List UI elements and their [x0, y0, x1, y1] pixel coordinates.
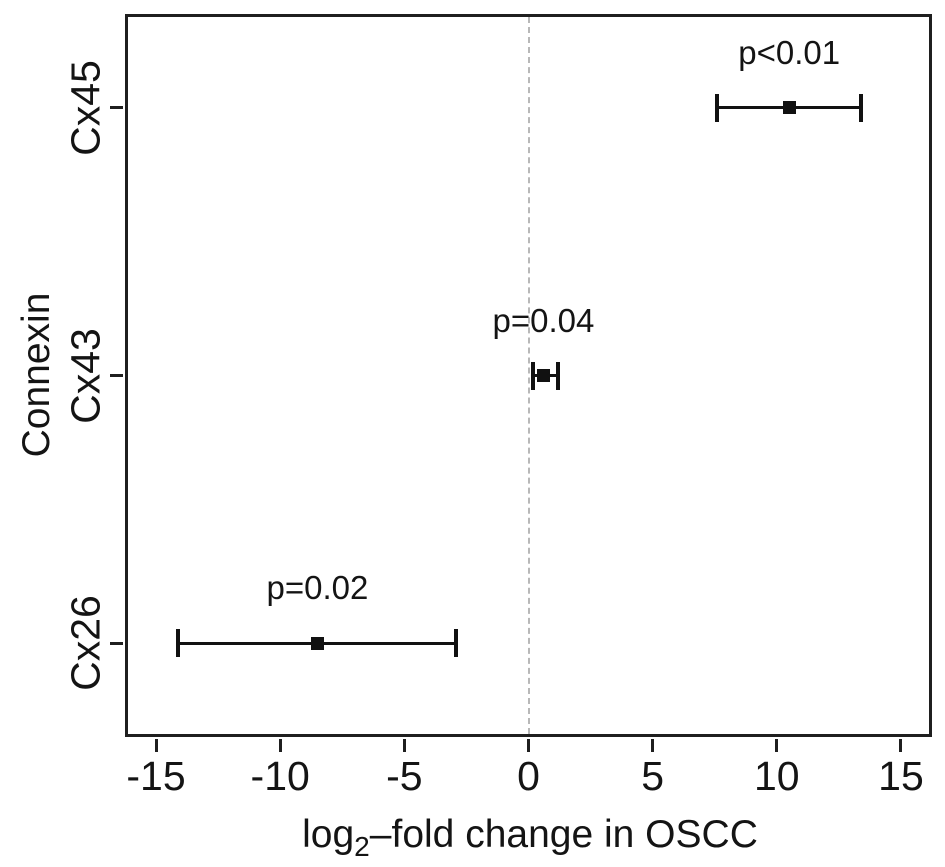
estimate-marker [536, 369, 550, 382]
x-axis-tick-label: -15 [126, 753, 186, 799]
x-axis-title-prefix: log [302, 813, 355, 856]
estimate-marker [782, 101, 796, 115]
error-bar-cap-right [454, 629, 459, 658]
error-bar-cap-right [556, 361, 561, 390]
x-axis-tick [278, 739, 282, 752]
x-axis-tick-label: -5 [386, 753, 423, 799]
x-axis-tick [775, 739, 779, 752]
error-bar-cap-left [531, 361, 536, 390]
y-axis-title: Connexin [15, 292, 58, 458]
x-axis-tick-label: 10 [753, 753, 800, 799]
p-value-label: p=0.02 [266, 569, 369, 607]
error-bar-cap-right [859, 93, 864, 122]
zero-reference-line [527, 17, 530, 734]
x-axis-title-subscript: 2 [354, 830, 370, 862]
x-axis-tick [402, 739, 406, 752]
p-value-label: p<0.01 [738, 33, 841, 71]
x-axis-title: log2–fold change in OSCC [302, 813, 758, 860]
error-bar-cap-left [715, 93, 720, 122]
x-axis-tick [527, 739, 530, 752]
x-axis-tick-label: 15 [878, 753, 924, 799]
y-axis-tick [110, 106, 123, 110]
y-axis-category-label: Cx43 [62, 327, 109, 424]
error-bar-cap-left [176, 629, 181, 658]
y-axis-category-label: Cx26 [62, 595, 109, 692]
y-axis-category-label: Cx45 [62, 59, 109, 156]
x-axis-tick [899, 739, 903, 752]
x-axis-tick-label: 0 [517, 753, 540, 799]
y-axis-tick [110, 641, 123, 645]
x-axis-tick [651, 739, 655, 752]
y-axis-tick [110, 374, 123, 377]
p-value-label: p=0.04 [492, 301, 595, 339]
x-axis-tick-label: -10 [250, 753, 310, 799]
x-axis-title-suffix: –fold change in OSCC [369, 813, 758, 856]
estimate-marker [310, 636, 324, 650]
x-axis-tick [154, 739, 158, 752]
x-axis-tick-label: 5 [641, 753, 665, 799]
